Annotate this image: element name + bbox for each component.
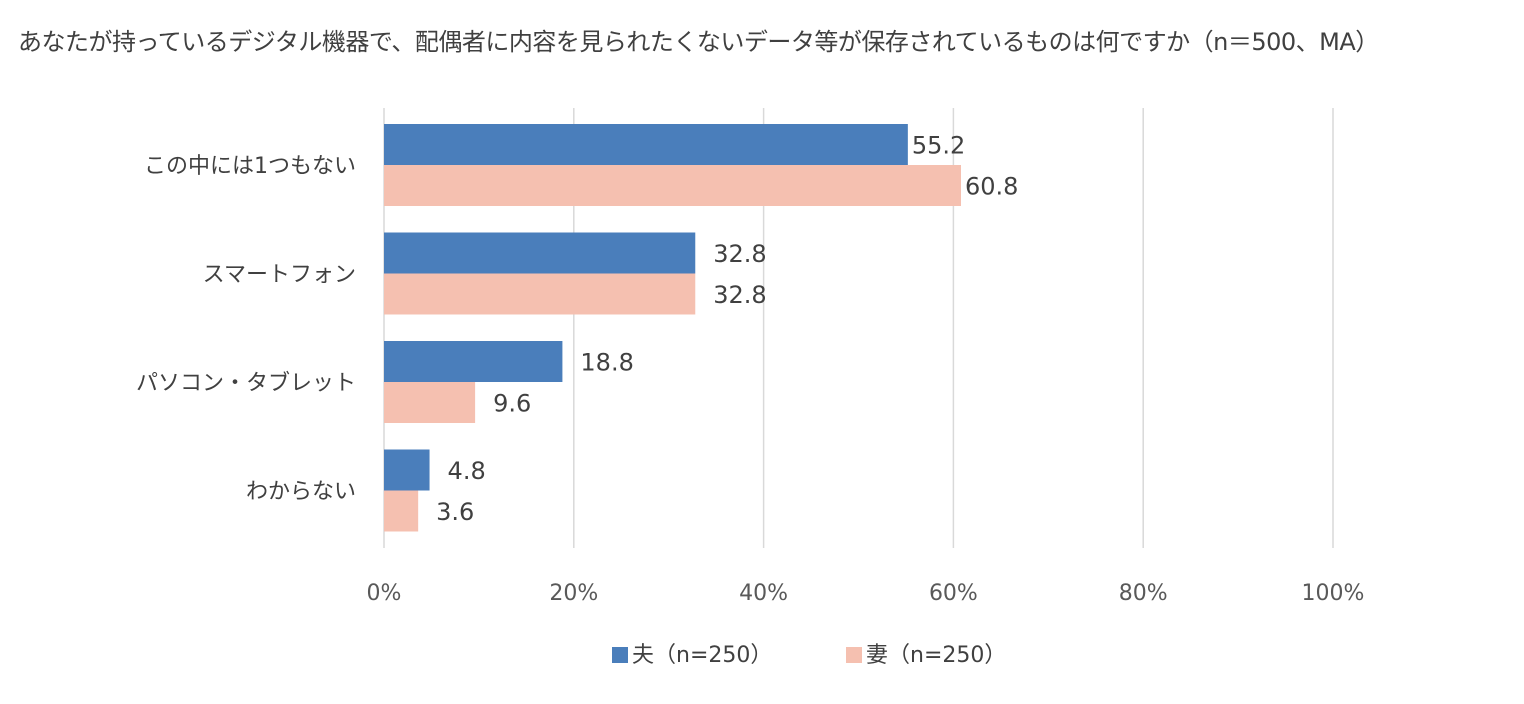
x-tick-label: 80%: [1119, 581, 1168, 606]
bar: [384, 124, 908, 165]
legend-label: 夫（n=250）: [632, 643, 772, 668]
x-tick-label: 40%: [739, 581, 788, 606]
data-label: 55.2: [912, 132, 965, 160]
x-tick-label: 60%: [929, 581, 978, 606]
x-tick-label: 100%: [1302, 581, 1365, 606]
data-label: 4.8: [448, 457, 486, 485]
category-label: スマートフォン: [203, 263, 356, 288]
category-label: この中には1つもない: [144, 154, 356, 179]
chart-title: あなたが持っているデジタル機器で、配偶者に内容を見られたくないデータ等が保存され…: [18, 28, 1379, 56]
category-label: パソコン・タブレット: [136, 371, 356, 396]
bar: [384, 490, 419, 532]
data-label: 3.6: [436, 498, 474, 526]
x-tick-label: 20%: [549, 581, 598, 606]
legend-label: 妻（n=250）: [866, 643, 1006, 668]
bar: [384, 165, 961, 206]
legend-swatch: [846, 647, 862, 663]
bar: [384, 449, 430, 491]
bar: [384, 232, 696, 274]
data-label: 32.8: [713, 281, 766, 309]
bar: [384, 382, 476, 423]
category-label: わからない: [246, 480, 356, 505]
bar: [384, 273, 696, 315]
bar: [384, 341, 563, 382]
data-label: 60.8: [965, 173, 1018, 201]
data-label: 9.6: [493, 390, 531, 418]
legend-swatch: [612, 647, 628, 663]
data-label: 18.8: [580, 349, 633, 377]
x-tick-label: 0%: [367, 581, 402, 606]
data-label: 32.8: [713, 240, 766, 268]
